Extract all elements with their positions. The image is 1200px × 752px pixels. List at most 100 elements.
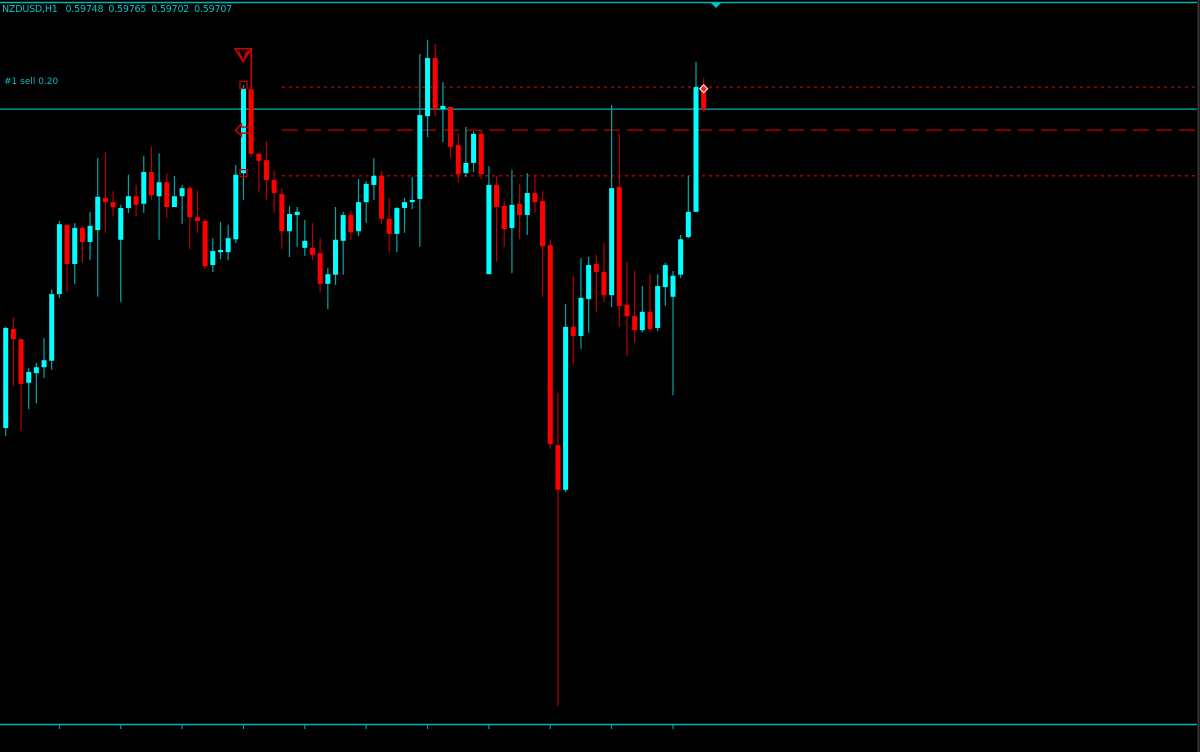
candle-body (102, 197, 108, 203)
candle-bull (371, 158, 377, 200)
candle-body (141, 172, 147, 204)
candle-bear (386, 197, 392, 253)
candle-bear (532, 174, 538, 213)
candle-bear (478, 130, 484, 180)
candle-bull (302, 219, 308, 256)
candle-bear (632, 270, 638, 344)
candle-bear (110, 190, 116, 217)
candle-body (125, 196, 131, 209)
candle-bull (639, 286, 645, 333)
candle-bull (486, 166, 492, 275)
candle-bull (294, 206, 300, 247)
candle-body (148, 172, 154, 196)
candle-body (133, 196, 139, 205)
symbol-timeframe: NZDUSD,H1 (2, 4, 58, 15)
candle-body (386, 218, 392, 234)
candle-body (233, 174, 239, 240)
candle-bear (701, 77, 707, 112)
candle-body (471, 133, 477, 163)
candle-body (448, 106, 454, 147)
candle-bull (402, 197, 408, 233)
candle-bull (509, 169, 515, 274)
candle-body (79, 227, 85, 242)
candle-bull (72, 223, 78, 284)
ohlc-high: 0.59765 (108, 4, 147, 15)
candle-bull (56, 220, 62, 298)
candle-bear (432, 44, 438, 117)
candle-body (601, 272, 607, 296)
candle-bull (240, 84, 246, 200)
candle-body (286, 213, 292, 232)
candle-body (678, 239, 684, 275)
candle-bear (256, 153, 262, 192)
candle-bear (317, 238, 323, 292)
candle-body (225, 238, 231, 253)
square-marker-icon[interactable] (239, 168, 248, 178)
candle-body (202, 220, 208, 267)
candle-body (64, 224, 70, 264)
candle-bull (394, 206, 400, 253)
candle-body (478, 133, 484, 175)
candle-bull (524, 173, 530, 235)
candle-body (294, 211, 300, 216)
candle-body (72, 227, 78, 264)
candle-bear (570, 275, 576, 364)
candle-bear (102, 152, 108, 233)
candle-bull (409, 176, 415, 210)
candle-bear (348, 210, 354, 240)
square-marker-icon[interactable] (239, 80, 248, 90)
sell-entry-arrow-icon[interactable] (234, 122, 253, 138)
candle-body (555, 445, 561, 490)
ohlc-low: 0.59702 (151, 4, 190, 15)
candle-body (41, 360, 47, 368)
candle-body (662, 265, 668, 288)
candle-body (540, 201, 546, 247)
candle-body (171, 196, 177, 207)
candle-bull (609, 104, 615, 307)
candle-bear (494, 175, 500, 262)
candle-body (670, 275, 676, 297)
chart-shift-marker-icon[interactable] (711, 3, 721, 8)
candle-body (240, 88, 246, 174)
candle-body (578, 297, 584, 337)
candle-body (49, 294, 55, 361)
candle-body (325, 274, 331, 284)
candle-body (632, 316, 638, 331)
candle-body (639, 311, 645, 331)
candle-bear (187, 186, 193, 249)
candle-body (348, 215, 354, 233)
candle-bear (263, 140, 269, 200)
candle-body (194, 217, 200, 221)
order-label[interactable]: #1 sell 0.20 (4, 77, 59, 87)
candle-bull (3, 326, 9, 437)
candle-body (263, 160, 269, 181)
candles (3, 39, 707, 706)
candle-bull (156, 153, 162, 240)
candle-bull (325, 267, 331, 310)
candle-body (56, 224, 62, 295)
candle-bull (586, 256, 592, 333)
candle-bear (64, 224, 70, 292)
candle-bull (125, 174, 131, 213)
candle-body (333, 239, 339, 275)
candle-body (371, 175, 377, 185)
candle-bear (624, 261, 630, 356)
candle-bear (310, 223, 315, 261)
candle-bear (517, 183, 523, 240)
candle-bull (286, 205, 292, 257)
candle-body (647, 311, 653, 330)
candle-body (164, 182, 170, 207)
candle-bear (18, 338, 24, 432)
candle-body (509, 204, 515, 228)
candle-bear (10, 317, 16, 387)
candle-bull (33, 362, 39, 404)
candle-bull (363, 181, 369, 224)
candle-body (279, 194, 285, 232)
candle-bear (194, 190, 200, 233)
candle-bear (379, 170, 385, 225)
candle-body (685, 211, 691, 238)
diamond-marker-icon[interactable] (698, 84, 709, 94)
candle-body (118, 208, 124, 240)
